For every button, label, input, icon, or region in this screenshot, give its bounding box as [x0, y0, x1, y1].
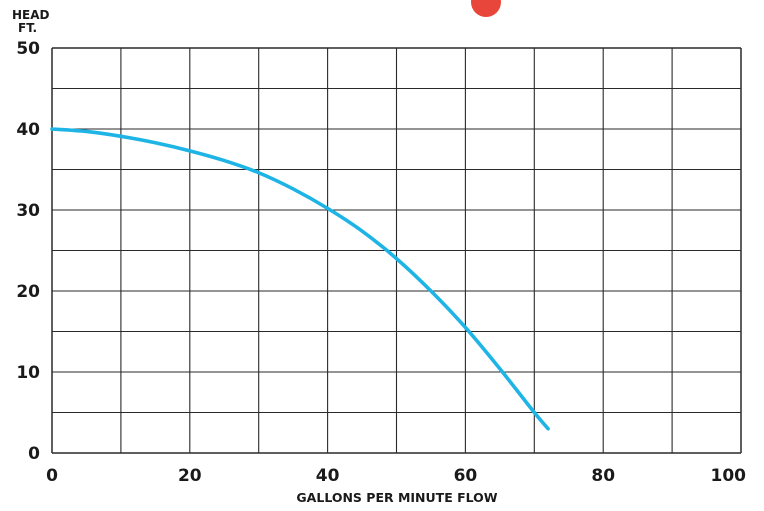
y-tick-label: 20 [16, 282, 40, 302]
y-tick-label: 10 [16, 363, 40, 383]
x-tick-label: 100 [711, 466, 747, 486]
x-tick-label: 80 [591, 466, 615, 486]
x-tick-label: 0 [46, 466, 58, 486]
y-tick-label: 40 [16, 120, 40, 140]
y-axis-label-line-1: HEAD [12, 8, 50, 22]
tick-labels: 0 20 40 60 80 100 0 10 20 30 40 50 [16, 39, 746, 486]
x-tick-label: 40 [316, 466, 340, 486]
top-marker [471, 0, 501, 17]
y-axis-label-line-2: FT. [18, 21, 37, 35]
series-line [50, 127, 550, 431]
x-tick-label: 20 [178, 466, 202, 486]
curve-layer [50, 127, 550, 431]
x-axis-label: GALLONS PER MINUTE FLOW [296, 490, 497, 505]
y-tick-label: 0 [28, 444, 40, 464]
x-tick-label: 60 [454, 466, 478, 486]
y-tick-label: 30 [16, 201, 40, 221]
y-tick-label: 50 [16, 39, 40, 59]
grid [51, 47, 742, 454]
